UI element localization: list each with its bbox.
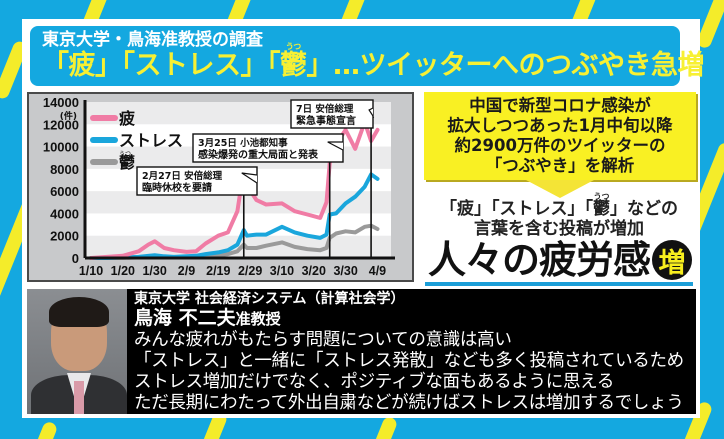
headline-text: 人々の疲労感	[428, 238, 651, 282]
svg-text:2000: 2000	[50, 229, 79, 244]
svg-text:7日 安倍総理: 7日 安倍総理	[296, 103, 354, 115]
svg-text:2/19: 2/19	[206, 264, 230, 278]
svg-text:2月27日 安倍総理: 2月27日 安倍総理	[142, 170, 223, 182]
svg-text:緊急事態宣言: 緊急事態宣言	[296, 114, 356, 127]
quote-line: みんな疲れがもたらす問題についての意識は高い	[134, 330, 512, 350]
expert-name: 鳥海 不二夫准教授	[134, 307, 281, 329]
expert-quote-box: 東京大学 社会経済システム（計算社会学） 鳥海 不二夫准教授 みんな疲れがもたら…	[127, 289, 696, 414]
svg-text:6000: 6000	[50, 184, 79, 199]
quote-line: ストレス増加だけでなく、ポジティブな面もあるように思える	[134, 372, 615, 392]
svg-text:3/10: 3/10	[270, 264, 294, 278]
arrow-down-icon	[526, 180, 594, 198]
svg-text:1/10: 1/10	[79, 264, 103, 278]
expert-photo	[27, 289, 127, 414]
svg-text:ストレス: ストレス	[119, 131, 183, 150]
headline-row: 人々の疲労感 増	[428, 238, 693, 282]
svg-text:14000: 14000	[43, 95, 79, 110]
svg-text:3/20: 3/20	[302, 264, 326, 278]
svg-text:(件): (件)	[60, 110, 77, 122]
svg-text:鬱: 鬱	[119, 153, 135, 172]
svg-text:疲: 疲	[119, 109, 135, 128]
svg-text:0: 0	[72, 251, 79, 266]
quote-line: ただ長期にわたって外出自粛などが続けばストレスは増加するでしょう	[134, 393, 684, 413]
svg-text:2/29: 2/29	[238, 264, 262, 278]
svg-text:臨時休校を要請: 臨時休校を要請	[142, 181, 212, 194]
expert-affiliation: 東京大学 社会経済システム（計算社会学）	[134, 291, 405, 307]
svg-text:3/30: 3/30	[333, 264, 357, 278]
analysis-info-box: 中国で新型コロナ感染が 拡大しつつあった1月中旬以降 約2900万件のツイッター…	[424, 92, 696, 180]
svg-text:感染爆発の重大局面と発表: 感染爆発の重大局面と発表	[198, 148, 319, 161]
svg-text:うつ: うつ	[119, 151, 131, 158]
line-chart: 0 2000 4000 6000 8000 10000 12000 14000(件) 1/10 1…	[43, 95, 395, 278]
svg-text:12000: 12000	[43, 117, 79, 132]
svg-text:1/20: 1/20	[111, 264, 135, 278]
svg-text:1/30: 1/30	[142, 264, 166, 278]
result-summary: 「疲」「ストレス」「 うつ 鬱」などの 言葉を含む投稿が増加	[440, 192, 678, 240]
tweet-trend-chart: 0 2000 4000 6000 8000 10000 12000 14000 (件) 1/10 1…	[27, 92, 414, 282]
svg-text:4000: 4000	[50, 206, 79, 221]
svg-text:8000: 8000	[50, 162, 79, 177]
svg-text:2/9: 2/9	[178, 264, 195, 278]
header-banner: 東京大学・鳥海准教授の調査 「疲」「ストレス」「 うつ 鬱」…ツイッターへのつぶやき…	[30, 26, 704, 86]
quote-line: 「ストレス」と一緒に「ストレス発散」なども多く投稿されているため	[134, 351, 684, 371]
header-subtitle: 東京大学・鳥海准教授の調査	[42, 30, 263, 50]
increase-badge: 増	[652, 240, 693, 280]
header-title: 「疲」「ストレス」「 うつ 鬱」…ツイッターへのつぶやき急増	[42, 42, 704, 82]
svg-text:3月25日 小池都知事: 3月25日 小池都知事	[198, 137, 288, 149]
headline-underline	[425, 282, 693, 286]
svg-text:10000: 10000	[43, 140, 79, 155]
svg-text:4/9: 4/9	[369, 264, 386, 278]
